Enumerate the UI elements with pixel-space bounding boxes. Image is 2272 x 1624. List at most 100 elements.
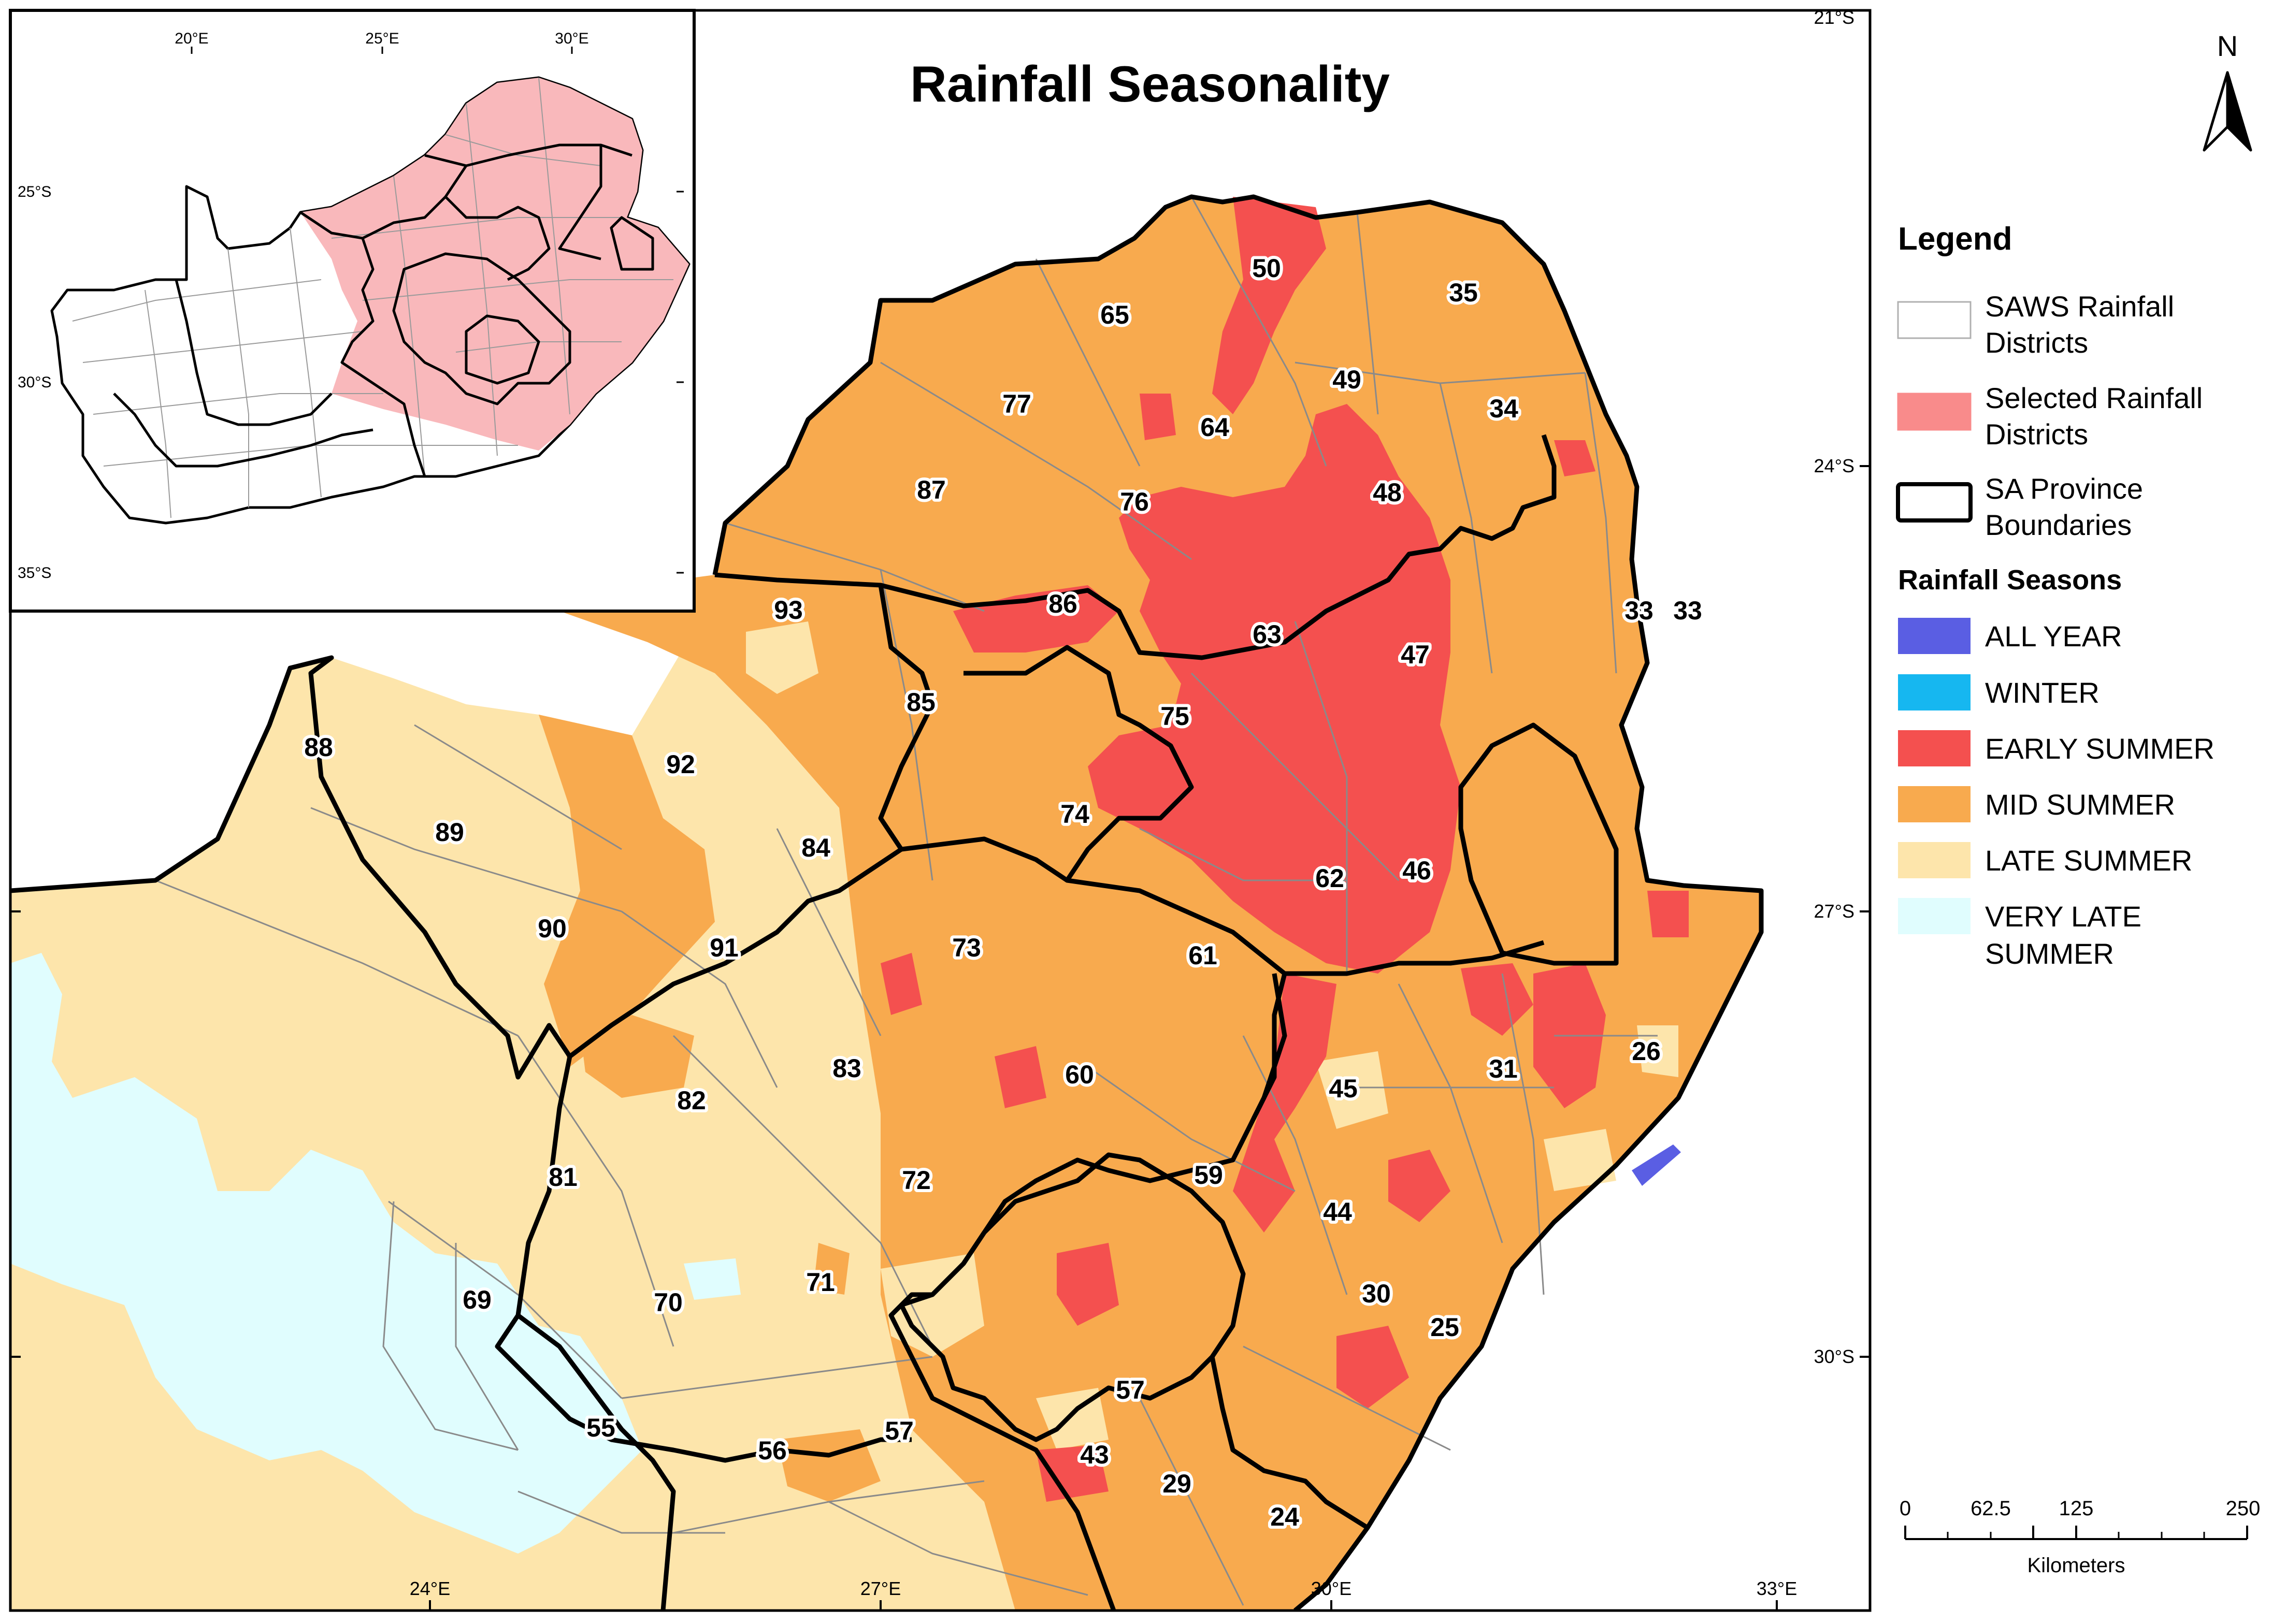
late-summer-pocket [1637,1025,1678,1077]
district-label: 89 [435,818,464,847]
district-label: 33 [1624,596,1653,625]
scale-tick-label: 125 [2059,1497,2094,1520]
district-label: 25 [1430,1313,1459,1342]
district-label: 33 [1673,596,1702,625]
early-summer-region [1057,1243,1119,1326]
district-label: 81 [549,1163,578,1192]
early-summer-region [881,953,922,1015]
district-label: 82 [677,1086,706,1115]
district-label: 86 [1048,589,1077,618]
legend-label: SAWS Rainfall [1985,290,2174,323]
lat-tick-label: 27°S [1814,901,1854,922]
north-arrow-icon [2203,71,2229,152]
early-summer-region [1554,440,1595,476]
district-label: 73 [952,933,981,962]
district-label: 85 [907,688,936,717]
district-label: 77 [1002,389,1031,418]
legend-season-list: ALL YEAR WINTER EARLY SUMMER MID SUMMER LATE… [1898,618,2215,970]
district-label: 65 [1100,300,1129,329]
district-label: 83 [832,1054,861,1083]
district-label: 50 [1252,254,1281,283]
legend-label: LATE SUMMER [1985,844,2192,877]
legend-label: MID SUMMER [1985,788,2175,821]
district-label: 26 [1632,1037,1661,1066]
district-label: 29 [1162,1469,1191,1498]
main-map: 50 35 65 49 77 64 34 87 76 48 93 86 63 33 33 47 85 75 92 88… [10,10,1870,1611]
district-label: 49 [1332,365,1361,394]
scale-unit-label: Kilometers [2027,1554,2125,1577]
early-summer-region [1336,1326,1409,1409]
inset-lat-tick-label: 25°S [18,183,51,200]
legend-label: VERY LATE [1985,900,2141,933]
district-label: 75 [1160,702,1189,731]
late-summer-pocket [1036,1388,1109,1450]
legend-swatch [1898,786,1971,822]
district-label: 93 [774,596,803,625]
early-summer-region [1233,974,1336,1232]
legend-label: ALL YEAR [1985,620,2122,653]
lat-tick-label: 24°S [1814,455,1854,476]
district-label: 43 [1080,1440,1109,1469]
early-summer-region [1088,404,1461,974]
inset-lat-tick-label: 35°S [18,564,51,582]
scale-tick-label: 0 [1900,1497,1911,1520]
inset-lon-tick-labels: 20°E 25°E 30°E [175,30,588,47]
district-label: 70 [654,1288,683,1317]
inset-province-boundaries [113,143,654,477]
district-label: 76 [1120,487,1149,516]
district-label: 56 [758,1436,787,1465]
district-label: 55 [586,1413,615,1442]
inset-lon-tick-label: 20°E [175,30,208,47]
district-label: 44 [1323,1197,1352,1226]
early-summer-region [1036,1445,1109,1502]
district-label: 69 [463,1285,492,1314]
scale-tick-label: 62.5 [1971,1497,2011,1520]
lon-tick-label: 30°E [1311,1578,1351,1599]
legend-label: SA Province [1985,472,2143,505]
late-summer-pocket [1544,1129,1616,1191]
district-label: 74 [1060,800,1089,829]
district-label: 92 [666,750,695,779]
legend-swatch [1898,674,1971,711]
district-labels: 50 35 65 49 77 64 34 87 76 48 93 86 63 33 33 47 85 75 92 88… [301,251,1705,1534]
inset-map: 20°E 25°E 30°E 25°S 30°S 35°S [9,9,696,613]
very-late-summer-region [10,953,642,1554]
lon-tick-labels: 24°E 27°E 30°E 33°E [410,1578,1797,1599]
lon-tick-label: 24°E [410,1578,450,1599]
district-label: 84 [801,833,830,862]
mid-summer-region [518,197,1761,1611]
lat-tick-labels: 21°S 24°S 27°S 30°S [1814,7,1854,1367]
legend-swatch [1898,730,1971,766]
late-summer-pocket [746,621,818,694]
inset-lat-tick-label: 30°S [18,374,51,391]
mid-summer-patch [580,1015,694,1098]
lat-tick-label: 30°S [1814,1346,1854,1367]
legend-label: Districts [1985,326,2088,359]
lon-tick-label: 33°E [1757,1578,1797,1599]
legend-swatch [1898,842,1971,878]
inset-lat-tick-labels: 25°S 30°S 35°S [18,183,51,582]
district-label: 59 [1194,1161,1223,1190]
early-summer-region [1140,394,1176,440]
district-label: 45 [1329,1074,1358,1103]
all-year-region [1632,1144,1681,1186]
rainfall-district-grid [155,196,1658,1606]
district-label: 57 [885,1416,914,1445]
legend-label: Districts [1985,418,2088,451]
legend-label: Selected Rainfall [1985,382,2203,414]
district-label: 71 [806,1268,835,1297]
north-arrow: N [2203,30,2252,152]
legend-title: Legend [1898,221,2012,257]
district-label: 61 [1188,941,1217,970]
inset-lon-tick-label: 25°E [365,30,399,47]
early-summer-region [1647,891,1689,937]
main-map-frame [9,9,1872,1612]
early-summer-region [1212,197,1326,414]
early-summer-region [1388,1150,1450,1222]
district-label: 87 [917,475,946,504]
district-label: 30 [1362,1279,1391,1308]
district-label: 62 [1315,864,1344,893]
district-label: 47 [1401,640,1430,669]
